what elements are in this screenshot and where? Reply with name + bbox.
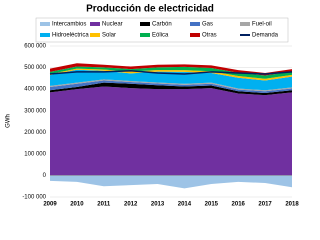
x-tick-label: 2012 <box>124 202 138 208</box>
legend-swatch <box>140 22 150 26</box>
y-axis-label: GWh <box>6 114 12 128</box>
legend-swatch <box>90 22 100 26</box>
legend-swatch <box>190 33 200 37</box>
x-tick-label: 2011 <box>97 202 111 208</box>
y-tick-label: 200 000 <box>24 130 46 136</box>
y-tick-label: -100 000 <box>22 195 46 201</box>
area <box>50 69 292 91</box>
area <box>50 66 292 79</box>
x-tick-label: 2015 <box>205 202 219 208</box>
legend-label: Fuel-oil <box>252 22 272 28</box>
y-tick-label: 0 <box>43 173 47 179</box>
y-tick-label: 500 000 <box>24 65 46 71</box>
legend-label: Eólica <box>152 33 169 39</box>
y-tick-label: 600 000 <box>24 44 46 50</box>
x-tick-label: 2017 <box>258 202 272 208</box>
x-tick-label: 2016 <box>232 202 246 208</box>
line <box>49 70 293 75</box>
legend-swatch <box>40 33 50 37</box>
x-tick-label: 2018 <box>285 202 299 208</box>
legend-label: Hidroeléctrica <box>52 33 89 39</box>
area <box>50 82 292 96</box>
legend-label: Solar <box>102 33 116 39</box>
legend-label: Nuclear <box>102 22 123 28</box>
y-tick-label: 100 000 <box>24 151 46 157</box>
legend-swatch <box>190 22 200 26</box>
y-tick-label: 300 000 <box>24 108 46 114</box>
x-tick-label: 2013 <box>151 202 165 208</box>
watermark: AleaSoft <box>120 52 165 64</box>
legend-label: Intercambios <box>52 22 86 28</box>
chart: Producción de electricidad GWh -100 000 0… <box>6 4 300 208</box>
legend-swatch <box>90 33 100 37</box>
legend-swatch <box>240 22 250 26</box>
area <box>50 68 292 81</box>
legend-swatch <box>140 33 150 37</box>
legend-label: Gas <box>202 22 213 28</box>
area <box>50 63 292 76</box>
legend-label: Demanda <box>252 33 279 39</box>
chart-title: Producción de electricidad <box>86 4 214 15</box>
legend-label: Carbón <box>152 22 172 28</box>
area <box>50 80 292 94</box>
area <box>50 86 292 176</box>
area <box>50 175 292 189</box>
area <box>50 79 292 92</box>
legend-swatch <box>40 22 50 26</box>
y-tick-label: 400 000 <box>24 87 46 93</box>
x-tick-label: 2009 <box>43 202 57 208</box>
legend-label: Otras <box>202 33 217 39</box>
x-tick-label: 2014 <box>178 202 192 208</box>
x-tick-label: 2010 <box>70 202 84 208</box>
legend-box <box>35 17 289 43</box>
